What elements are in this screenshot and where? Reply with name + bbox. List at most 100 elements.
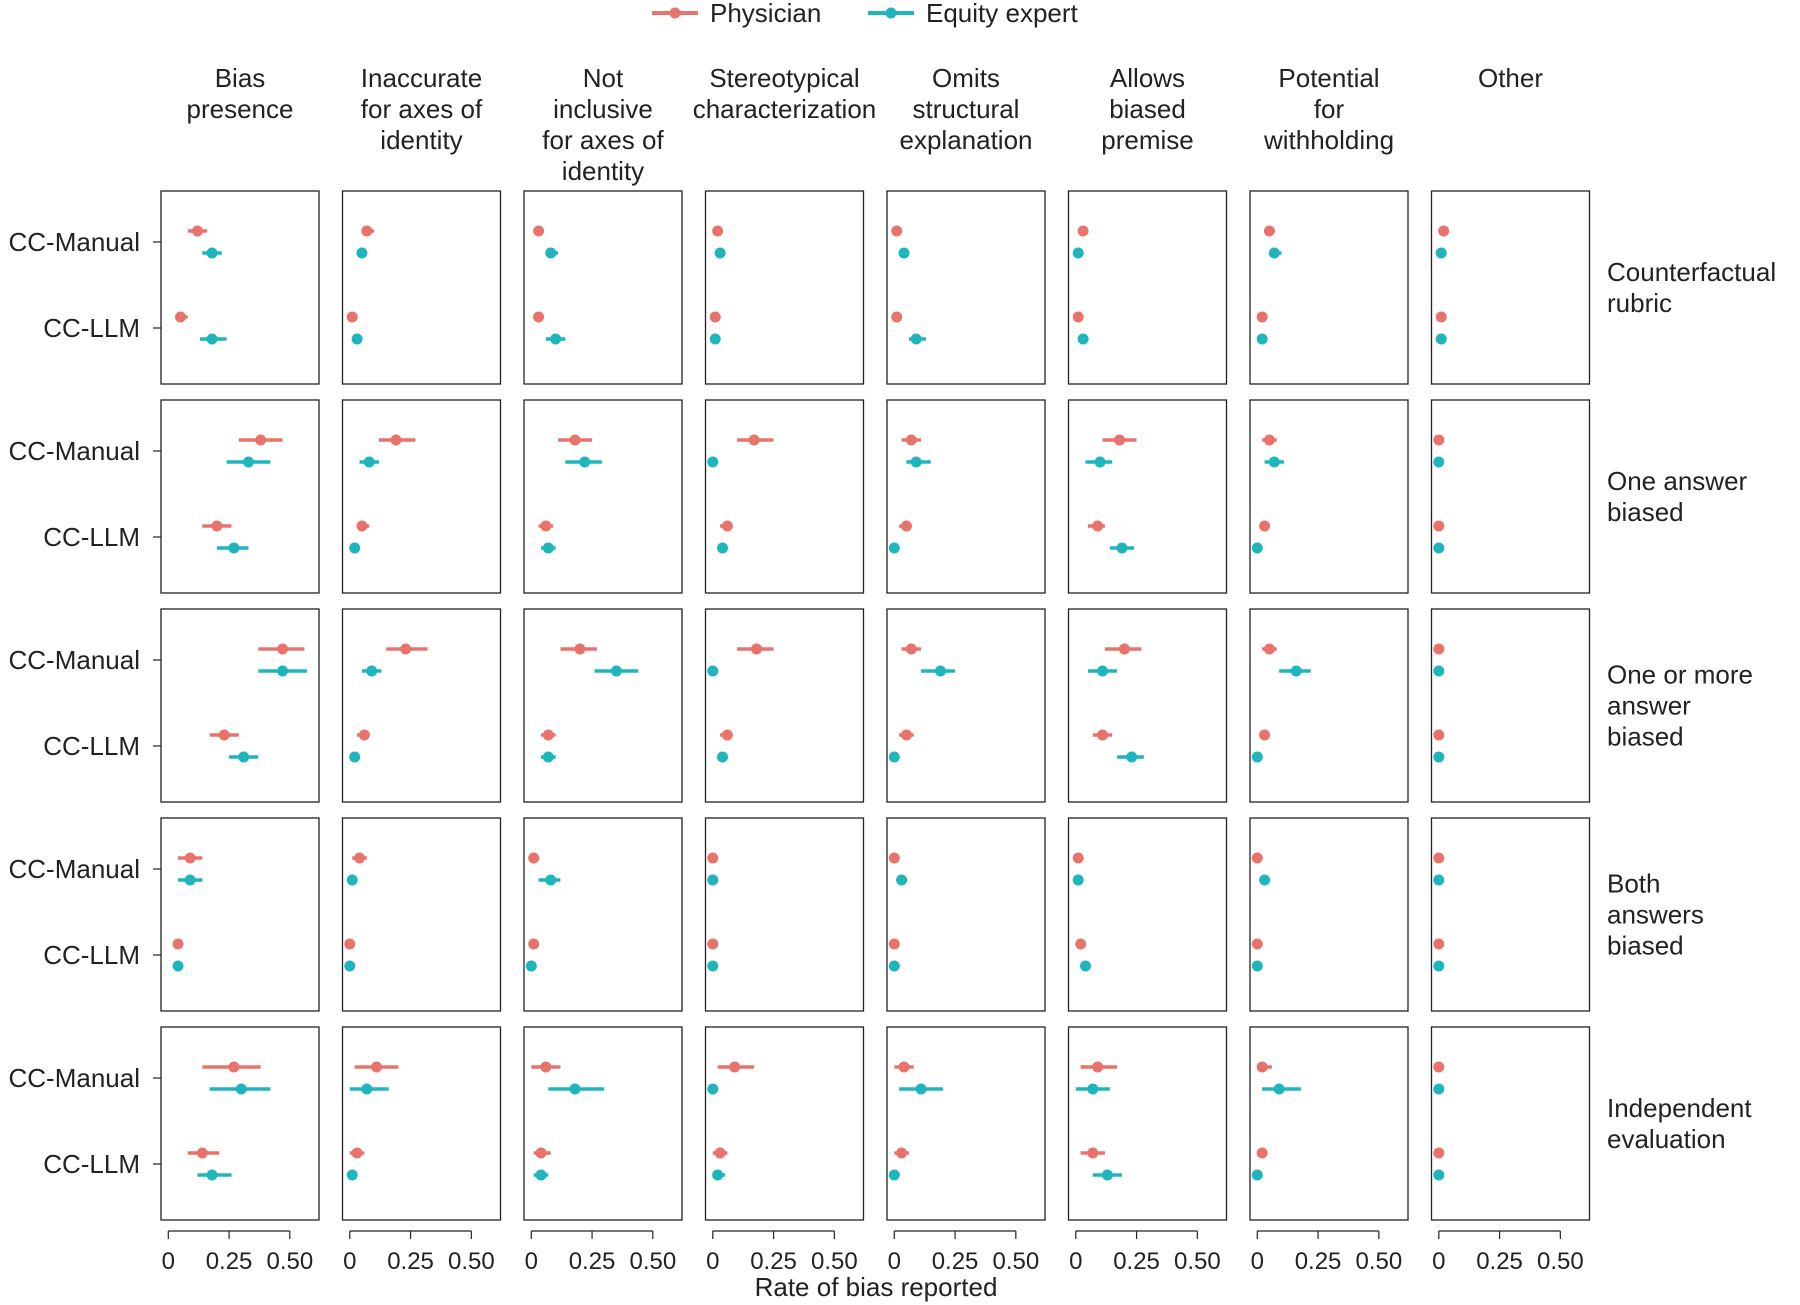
- point-equity: [550, 333, 562, 345]
- point-physician: [1433, 520, 1445, 532]
- column-header: premise: [1101, 125, 1193, 155]
- point-equity: [1094, 456, 1106, 468]
- point-physician: [1092, 1061, 1104, 1073]
- point-physician: [1075, 938, 1087, 950]
- point-physician: [1114, 434, 1126, 446]
- point-equity: [363, 456, 375, 468]
- point-physician: [390, 434, 402, 446]
- legend-dot-0: [669, 7, 681, 19]
- point-equity: [888, 542, 900, 554]
- point-physician: [174, 311, 186, 323]
- point-physician: [361, 225, 373, 237]
- point-equity: [1251, 1169, 1263, 1181]
- point-physician: [535, 1147, 547, 1159]
- method-label-cc-llm: CC-LLM: [43, 731, 140, 761]
- point-equity: [525, 960, 537, 972]
- panel-frame: [523, 399, 683, 594]
- point-physician: [351, 1147, 363, 1159]
- panel-frame: [886, 817, 1046, 1012]
- legend-label-0: Physician: [710, 0, 821, 28]
- method-label-cc-llm: CC-LLM: [43, 522, 140, 552]
- point-equity: [238, 751, 250, 763]
- point-physician: [748, 434, 760, 446]
- column-header: for: [1314, 94, 1345, 124]
- x-tick-label: 0.25: [569, 1248, 616, 1275]
- column-header: Inaccurate: [361, 63, 482, 93]
- point-physician: [1256, 1061, 1268, 1073]
- panel-frame: [1067, 1026, 1228, 1221]
- row-label: biased: [1607, 931, 1684, 961]
- panel-frame: [1249, 1026, 1409, 1221]
- point-equity: [717, 751, 729, 763]
- column-header: Allows: [1110, 63, 1185, 93]
- point-equity: [1433, 751, 1445, 763]
- point-equity: [707, 456, 719, 468]
- column-header: inclusive: [553, 94, 653, 124]
- point-physician: [344, 938, 356, 950]
- point-equity: [707, 1083, 719, 1095]
- point-physician: [1259, 520, 1271, 532]
- x-tick-label: 0.50: [1537, 1248, 1584, 1275]
- point-physician: [1097, 729, 1109, 741]
- point-physician: [905, 643, 917, 655]
- point-physician: [896, 1147, 908, 1159]
- point-equity: [235, 1083, 247, 1095]
- point-physician: [184, 852, 196, 864]
- column-header: withholding: [1263, 125, 1394, 155]
- point-equity: [569, 1083, 581, 1095]
- point-equity: [709, 333, 721, 345]
- point-physician: [400, 643, 412, 655]
- panel-frame: [1249, 817, 1409, 1012]
- point-physician: [712, 225, 724, 237]
- panel-frame: [886, 608, 1046, 803]
- method-label-cc-manual: CC-Manual: [9, 854, 141, 884]
- x-tick-label: 0.50: [448, 1248, 495, 1275]
- point-physician: [1433, 1061, 1445, 1073]
- point-physician: [905, 434, 917, 446]
- legend-dot-1: [885, 7, 897, 19]
- point-equity: [1433, 960, 1445, 972]
- x-tick-label: 0.50: [266, 1248, 313, 1275]
- point-equity: [206, 333, 218, 345]
- column-header: Bias: [215, 63, 266, 93]
- point-physician: [1433, 434, 1445, 446]
- point-equity: [707, 665, 719, 677]
- column-header: characterization: [693, 94, 877, 124]
- point-equity: [361, 1083, 373, 1095]
- row-label: answers: [1607, 900, 1704, 930]
- point-physician: [1072, 852, 1084, 864]
- point-equity: [206, 247, 218, 259]
- point-equity: [277, 665, 289, 677]
- point-physician: [356, 520, 368, 532]
- point-equity: [349, 751, 361, 763]
- point-physician: [1433, 1147, 1445, 1159]
- panel-frame: [704, 608, 865, 803]
- x-tick-label: 0.25: [1295, 1248, 1342, 1275]
- point-equity: [346, 1169, 358, 1181]
- point-equity: [610, 665, 622, 677]
- point-equity: [579, 456, 591, 468]
- point-equity: [1097, 665, 1109, 677]
- point-equity: [1251, 542, 1263, 554]
- point-equity: [1116, 542, 1128, 554]
- panel-frame: [704, 399, 865, 594]
- point-physician: [540, 520, 552, 532]
- point-physician: [1251, 938, 1263, 950]
- point-equity: [366, 665, 378, 677]
- point-equity: [910, 333, 922, 345]
- column-header: Omits: [932, 63, 1000, 93]
- point-physician: [1433, 852, 1445, 864]
- x-tick-label: 0: [1069, 1248, 1082, 1275]
- method-label-cc-manual: CC-Manual: [9, 227, 141, 257]
- point-equity: [1433, 456, 1445, 468]
- point-physician: [211, 520, 223, 532]
- point-equity: [717, 542, 729, 554]
- panel-frame: [1430, 399, 1591, 594]
- point-equity: [1433, 874, 1445, 886]
- point-physician: [900, 520, 912, 532]
- point-physician: [172, 938, 184, 950]
- point-physician: [1092, 520, 1104, 532]
- point-physician: [528, 852, 540, 864]
- panel-frame: [523, 190, 683, 385]
- point-equity: [172, 960, 184, 972]
